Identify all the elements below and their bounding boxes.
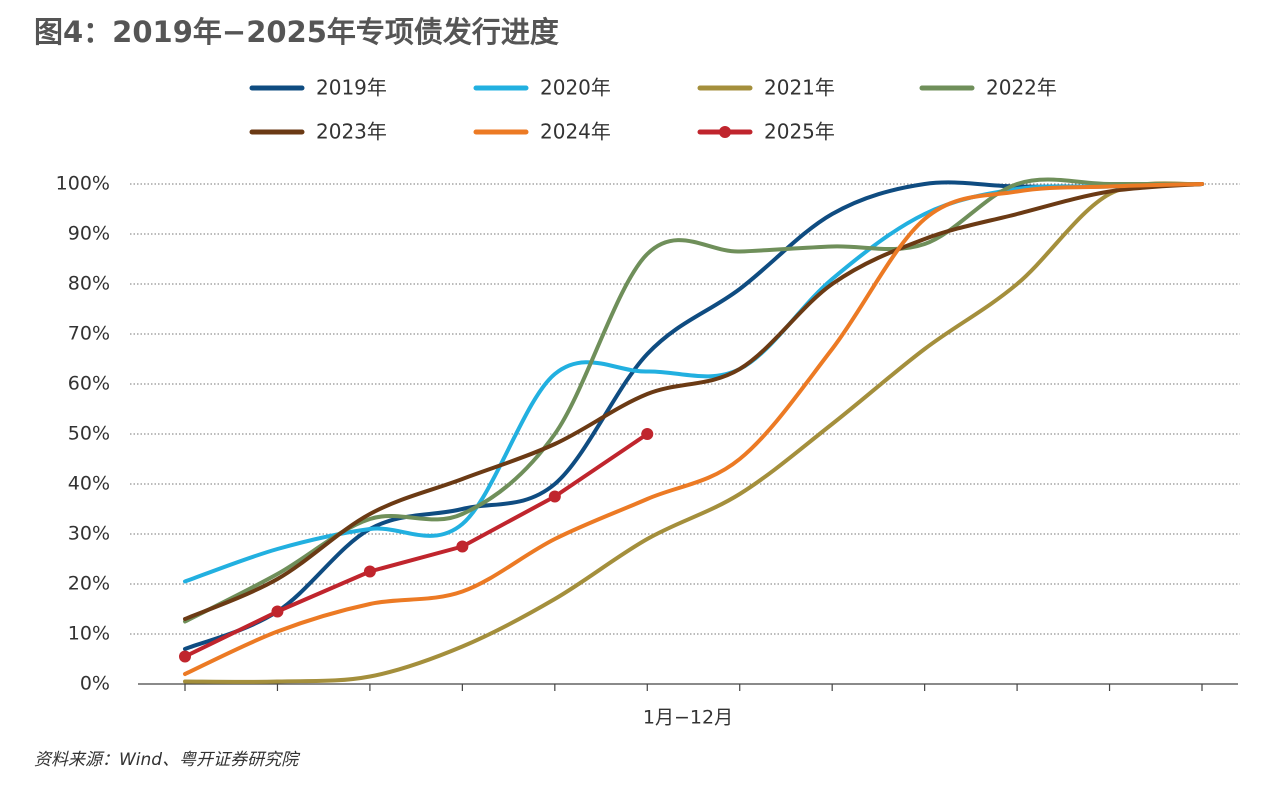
y-tick-label: 60%	[68, 373, 110, 395]
series-line	[183, 180, 1204, 651]
series-line	[183, 182, 1204, 676]
legend-label: 2024年	[540, 120, 611, 144]
y-tick-label: 40%	[68, 473, 110, 495]
series-line	[183, 432, 650, 659]
chart-title: 图4：2019年−2025年专项债发行进度	[34, 15, 559, 49]
y-tick-label: 0%	[80, 673, 110, 695]
legend-marker	[719, 126, 731, 138]
y-tick-label: 80%	[68, 273, 110, 295]
y-tick-label: 70%	[68, 323, 110, 345]
data-point	[641, 428, 654, 440]
legend-label: 2019年	[316, 76, 387, 100]
y-tick-label: 50%	[68, 423, 110, 445]
legend-label: 2025年	[764, 120, 835, 144]
legend-label: 2022年	[986, 76, 1057, 100]
y-tick-label: 20%	[68, 573, 110, 595]
data-point	[456, 540, 469, 553]
y-tick-label: 100%	[56, 173, 110, 195]
series-line	[183, 181, 1204, 684]
y-tick-label: 10%	[68, 623, 110, 645]
legend-label: 2021年	[764, 76, 835, 100]
source-note: 资料来源：Wind、粤开证券研究院	[34, 750, 301, 770]
data-point	[363, 565, 376, 578]
data-point	[179, 650, 191, 663]
series-line	[183, 182, 1204, 584]
data-point	[271, 605, 284, 618]
data-point	[548, 490, 561, 503]
series-line	[183, 177, 1204, 624]
y-tick-label: 90%	[68, 223, 110, 245]
y-tick-label: 30%	[68, 523, 110, 545]
series-line	[183, 182, 1204, 621]
legend-label: 2023年	[316, 120, 387, 144]
legend-label: 2020年	[540, 76, 611, 100]
x-axis-label: 1月−12月	[643, 707, 733, 729]
